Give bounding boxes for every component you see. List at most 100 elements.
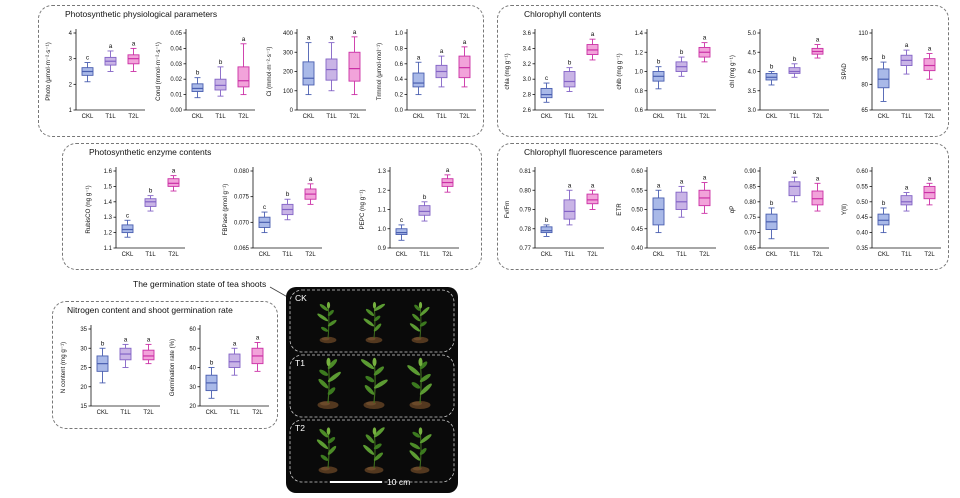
- svg-text:0.40: 0.40: [632, 246, 644, 252]
- svg-text:T2L: T2L: [812, 114, 823, 120]
- svg-text:T2L: T2L: [700, 114, 711, 120]
- svg-text:CKL: CKL: [653, 114, 665, 120]
- panel-title-nitrogen-germination: Nitrogen content and shoot germination r…: [67, 305, 233, 315]
- svg-text:chlb (mg g⁻¹): chlb (mg g⁻¹): [616, 53, 623, 89]
- svg-text:T2L: T2L: [700, 252, 711, 258]
- svg-text:0.05: 0.05: [171, 31, 183, 37]
- svg-text:CKL: CKL: [541, 114, 553, 120]
- svg-text:T1L: T1L: [564, 114, 575, 120]
- svg-text:5.0: 5.0: [747, 31, 756, 37]
- boxplot-ci-mmol-m-s: 0 100 200 300 400 a CKL a T1L a T2L Ci (mmol·m⁻²·s⁻…: [266, 29, 366, 120]
- svg-text:b: b: [209, 360, 213, 367]
- svg-text:0.77: 0.77: [519, 246, 531, 252]
- svg-text:0.85: 0.85: [744, 184, 756, 190]
- tea-shoots-photo: CK T1 T2 10 cm: [286, 287, 458, 493]
- svg-text:40: 40: [189, 366, 196, 372]
- svg-text:0.78: 0.78: [519, 227, 531, 233]
- svg-text:a: a: [928, 46, 932, 53]
- svg-text:1.1: 1.1: [103, 246, 112, 252]
- svg-text:chla (mg g⁻¹): chla (mg g⁻¹): [504, 53, 511, 89]
- svg-text:2.8: 2.8: [523, 93, 532, 99]
- svg-text:a: a: [306, 35, 310, 42]
- svg-text:a: a: [171, 168, 175, 175]
- svg-text:a: a: [308, 176, 312, 183]
- panel-photosynthetic-physiological: Photosynthetic physiological parameters …: [38, 5, 484, 137]
- svg-text:T1L: T1L: [121, 410, 132, 416]
- svg-text:a: a: [440, 48, 444, 55]
- svg-text:c: c: [262, 204, 266, 211]
- svg-text:a: a: [232, 340, 236, 347]
- svg-text:b: b: [680, 49, 684, 56]
- svg-text:3.0: 3.0: [523, 77, 532, 83]
- boxplot-chla-mg-g: 2.6 2.8 3.0 3.2 3.4 3.6 c CKL b T1L a T2L chla (mg g…: [504, 29, 604, 120]
- svg-text:0.01: 0.01: [171, 93, 183, 99]
- panel-title-chlorophyll-contents: Chlorophyll contents: [524, 9, 602, 19]
- svg-text:0.50: 0.50: [632, 208, 644, 214]
- svg-text:1.0: 1.0: [377, 227, 386, 233]
- svg-text:Germination rate (%): Germination rate (%): [169, 339, 176, 396]
- germination-state-label: The germination state of tea shoots: [133, 279, 267, 289]
- svg-text:a: a: [905, 185, 909, 192]
- svg-text:50: 50: [189, 346, 196, 352]
- svg-text:0.60: 0.60: [632, 169, 644, 175]
- boxplot-row-enzymes: 1.1 1.2 1.3 1.4 1.5 1.6 c CKL b T1L a T2L RubisCO (n…: [67, 158, 478, 269]
- svg-text:CKL: CKL: [121, 252, 133, 258]
- svg-text:CKL: CKL: [82, 114, 94, 120]
- svg-text:a: a: [928, 175, 932, 182]
- svg-text:T2: T2: [295, 423, 305, 433]
- svg-text:T1L: T1L: [677, 114, 688, 120]
- boxplot-pepc-ng-g: 0.9 1.0 1.1 1.2 1.3 c CKL b T1L a T2L PEPC (ng g⁻¹): [359, 167, 459, 258]
- svg-text:b: b: [882, 200, 886, 207]
- svg-text:b: b: [545, 217, 549, 224]
- svg-text:CKL: CKL: [395, 252, 407, 258]
- svg-text:65: 65: [861, 108, 868, 114]
- boxplot-chlb-mg-g: 0.6 0.8 1.0 1.2 1.4 b CKL b T1L a T2L chlb (mg g⁻¹): [616, 29, 717, 120]
- svg-text:0.075: 0.075: [233, 195, 249, 201]
- svg-text:b: b: [657, 59, 661, 66]
- svg-text:1.5: 1.5: [103, 184, 112, 190]
- svg-text:95: 95: [861, 57, 868, 63]
- svg-text:T1L: T1L: [789, 252, 800, 258]
- svg-text:400: 400: [283, 31, 294, 37]
- svg-text:T1L: T1L: [901, 252, 912, 258]
- svg-text:100: 100: [283, 89, 294, 95]
- svg-text:3.2: 3.2: [523, 62, 532, 68]
- svg-text:0.40: 0.40: [856, 231, 868, 237]
- boxplot-row-photosynthetic: 1 2 3 4 c CKL a T1L a T2L Photo (μmol·m⁻²·s⁻¹) 0.00…: [43, 20, 480, 136]
- boxplot-n-content-mg-g: 15 20 25 30 35 b CKL a T1L a T2L N content (mg g⁻¹): [60, 325, 161, 416]
- svg-text:0.070: 0.070: [233, 220, 249, 226]
- svg-text:3: 3: [69, 57, 73, 63]
- svg-text:a: a: [792, 169, 796, 176]
- svg-text:Photo (μmol·m⁻²·s⁻¹): Photo (μmol·m⁻²·s⁻¹): [45, 42, 52, 101]
- svg-text:4.5: 4.5: [747, 50, 756, 56]
- svg-text:a: a: [445, 167, 449, 174]
- svg-text:T2L: T2L: [442, 252, 453, 258]
- svg-text:SPAD: SPAD: [841, 63, 848, 80]
- svg-text:0.0: 0.0: [395, 108, 404, 114]
- svg-text:T1L: T1L: [789, 114, 800, 120]
- svg-text:1.0: 1.0: [635, 70, 644, 76]
- svg-text:b: b: [568, 60, 572, 67]
- svg-text:RubisCO (ng g⁻¹): RubisCO (ng g⁻¹): [85, 185, 92, 233]
- svg-text:b: b: [219, 59, 223, 66]
- svg-text:20: 20: [81, 385, 88, 391]
- panel-title-chlorophyll-fluorescence: Chlorophyll fluorescence parameters: [524, 147, 663, 157]
- svg-text:a: a: [242, 36, 246, 43]
- svg-text:25: 25: [81, 366, 88, 372]
- svg-text:a: a: [109, 43, 113, 50]
- svg-text:CKL: CKL: [413, 114, 425, 120]
- svg-text:T1L: T1L: [901, 114, 912, 120]
- svg-text:1.1: 1.1: [377, 208, 386, 214]
- svg-text:60: 60: [189, 327, 196, 333]
- boxplot-spad: 65 80 95 110 b CKL a T1L a T2L SPAD: [841, 29, 941, 120]
- svg-text:3.5: 3.5: [747, 89, 756, 95]
- svg-text:0.45: 0.45: [632, 227, 644, 233]
- svg-text:a: a: [703, 35, 707, 42]
- boxplot-row-chlorophyll: 2.6 2.8 3.0 3.2 3.4 3.6 c CKL b T1L a T2L chla (mg g…: [502, 20, 945, 136]
- svg-text:1.0: 1.0: [395, 31, 404, 37]
- boxplot-y: 0.35 0.40 0.45 0.50 0.55 0.60 b CKL a T1L a T2L Y(Ⅱ): [841, 167, 941, 258]
- svg-text:80: 80: [861, 82, 868, 88]
- svg-text:a: a: [680, 178, 684, 185]
- svg-text:110: 110: [858, 31, 868, 37]
- svg-text:b: b: [792, 56, 796, 63]
